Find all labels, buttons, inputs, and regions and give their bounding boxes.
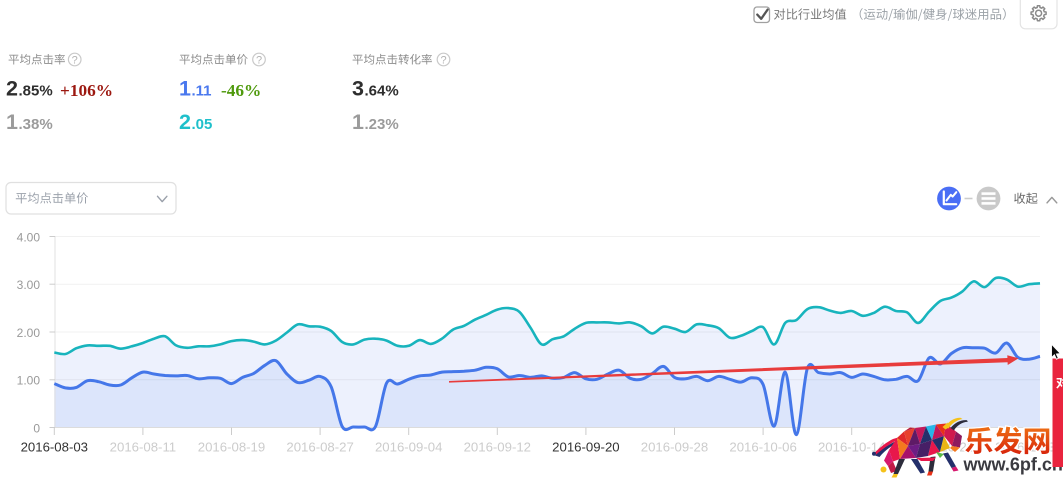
svg-text:2016-09-12: 2016-09-12 [464, 439, 531, 454]
svg-text:4.00: 4.00 [17, 230, 41, 244]
svg-text:1.00: 1.00 [17, 374, 41, 388]
svg-text:2016-09-04: 2016-09-04 [375, 439, 442, 454]
svg-text:2016-10-06: 2016-10-06 [729, 439, 796, 454]
svg-text:1: 1 [6, 110, 18, 134]
svg-text:?: ? [256, 55, 262, 67]
svg-text:2016-08-03: 2016-08-03 [21, 439, 88, 454]
svg-text:2016-09-28: 2016-09-28 [641, 439, 708, 454]
svg-text:-46%: -46% [221, 81, 261, 100]
svg-text:.85%: .85% [19, 83, 53, 100]
svg-text:?: ? [72, 55, 78, 67]
svg-text:2016-09-20: 2016-09-20 [552, 439, 619, 454]
svg-text:2: 2 [6, 77, 18, 101]
svg-text:2016-08-11: 2016-08-11 [110, 439, 176, 454]
svg-text:3: 3 [352, 77, 364, 101]
svg-text:2.00: 2.00 [17, 326, 41, 340]
svg-text:.11: .11 [192, 83, 212, 100]
svg-text:.23%: .23% [365, 116, 399, 133]
svg-text:3.00: 3.00 [17, 278, 41, 292]
svg-text:.38%: .38% [19, 116, 53, 133]
svg-text:1: 1 [352, 110, 364, 134]
svg-text:2: 2 [179, 110, 191, 134]
svg-text:.05: .05 [192, 116, 213, 133]
svg-text:0: 0 [33, 421, 40, 435]
svg-text:2016-08-19: 2016-08-19 [198, 439, 265, 454]
svg-text:?: ? [440, 55, 446, 67]
svg-text:.64%: .64% [365, 83, 399, 100]
svg-text:+106%: +106% [60, 81, 113, 100]
svg-text:2016-08-27: 2016-08-27 [286, 439, 353, 454]
svg-text:2016-10-14: 2016-10-14 [818, 439, 885, 454]
svg-text:1: 1 [179, 77, 191, 101]
svg-text:www.6pf.cn: www.6pf.cn [963, 455, 1063, 475]
